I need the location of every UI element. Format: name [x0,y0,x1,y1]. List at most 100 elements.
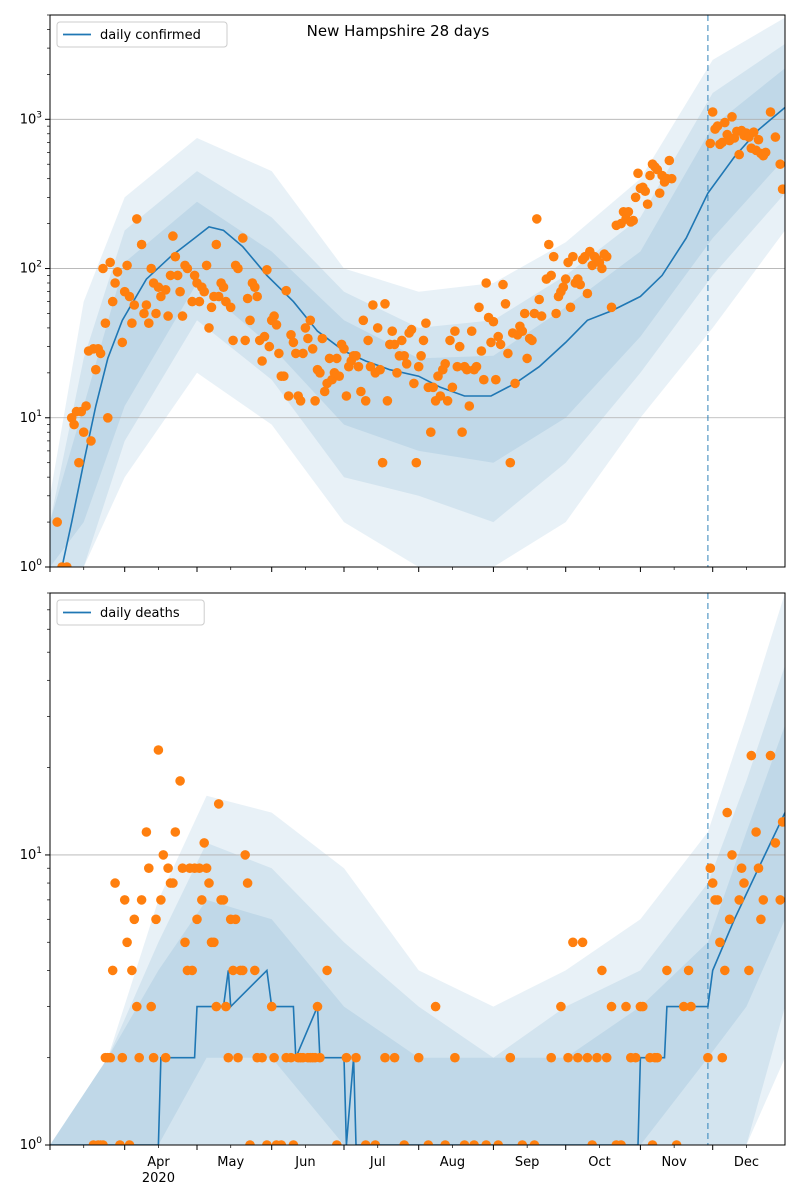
data-point [573,1052,583,1063]
data-point [172,270,183,281]
data-point [705,863,716,873]
data-point [503,348,513,359]
data-point [582,1052,593,1063]
y-tick-label: 103 [20,110,42,127]
data-point [640,186,650,196]
data-point [479,374,489,385]
data-point [399,351,410,361]
data-point [727,850,737,860]
legend: daily confirmed [56,21,228,48]
data-point [98,1140,108,1145]
data-point [775,159,785,169]
axes-frame [49,592,786,1146]
data-point [481,278,492,288]
legend: daily deaths [56,599,205,626]
data-point [717,1052,728,1063]
data-point [288,1140,299,1145]
data-point [233,1052,243,1063]
data-point [279,371,289,382]
data-point [105,257,115,268]
data-point [339,344,349,354]
data-point [245,315,255,326]
data-point [298,348,308,359]
data-point [269,1052,279,1063]
data-point [117,1052,128,1063]
data-point [129,300,140,310]
uncertainty-band-3 [50,725,785,1145]
data-point [276,1140,287,1145]
data-point [351,1052,361,1063]
data-point [144,863,154,873]
data-point [474,302,484,313]
y-tick-label: 100 [20,558,43,575]
plot-area [50,15,785,567]
data-point [156,895,166,905]
data-point [206,302,217,313]
plot-area [50,593,785,1145]
data-point [380,299,390,309]
data-point [322,965,332,976]
data-point [218,895,229,905]
data-point [153,282,164,293]
data-point [662,965,672,976]
data-point [519,308,530,319]
uncertainty-band-3 [50,68,785,567]
data-point [86,436,96,446]
data-point [115,1140,125,1145]
x-tick-label: Aug [440,1155,465,1170]
data-point [168,878,178,888]
data-point [722,807,732,818]
data-point [182,263,193,274]
data-point [201,863,212,873]
x-tick-label: Jul [369,1155,386,1170]
data-point [192,914,202,925]
data-point [257,1052,267,1063]
y-tick-label: 100 [20,1136,43,1153]
x-tick-label: Apr [147,1155,170,1170]
data-point [500,299,511,309]
data-point [213,291,224,302]
data-point [141,300,152,310]
data-point [194,296,205,307]
data-point [751,827,761,837]
data-point [466,326,477,337]
data-point [454,341,465,352]
x-tick-label: May [217,1155,244,1170]
data-point [324,353,335,364]
data-point [119,895,130,905]
data-point [753,134,764,145]
data-point [746,750,757,761]
data-point [712,121,723,131]
data-point [132,214,142,224]
data-point [423,1140,434,1145]
data-point [105,1052,115,1063]
data-point [228,335,238,346]
data-point [266,1001,277,1012]
data-point [505,457,516,468]
data-point [91,364,101,375]
data-point [250,282,260,293]
data-point [558,282,569,293]
data-point [353,361,364,372]
data-point [597,263,607,274]
data-point [204,323,214,333]
data-point [654,188,665,198]
data-point [498,279,508,290]
data-point [163,863,173,873]
data-point [597,965,607,976]
data-point [601,1052,612,1063]
data-point [416,351,426,361]
data-point [724,914,735,925]
data-point [103,413,113,423]
x-tick-label: Oct [588,1155,610,1170]
data-point [428,382,439,393]
data-point [753,863,764,873]
data-point [78,427,89,438]
data-point [529,1140,540,1145]
data-point [305,315,316,326]
data-point [544,239,554,250]
data-point [240,335,250,346]
data-point [440,1140,450,1145]
